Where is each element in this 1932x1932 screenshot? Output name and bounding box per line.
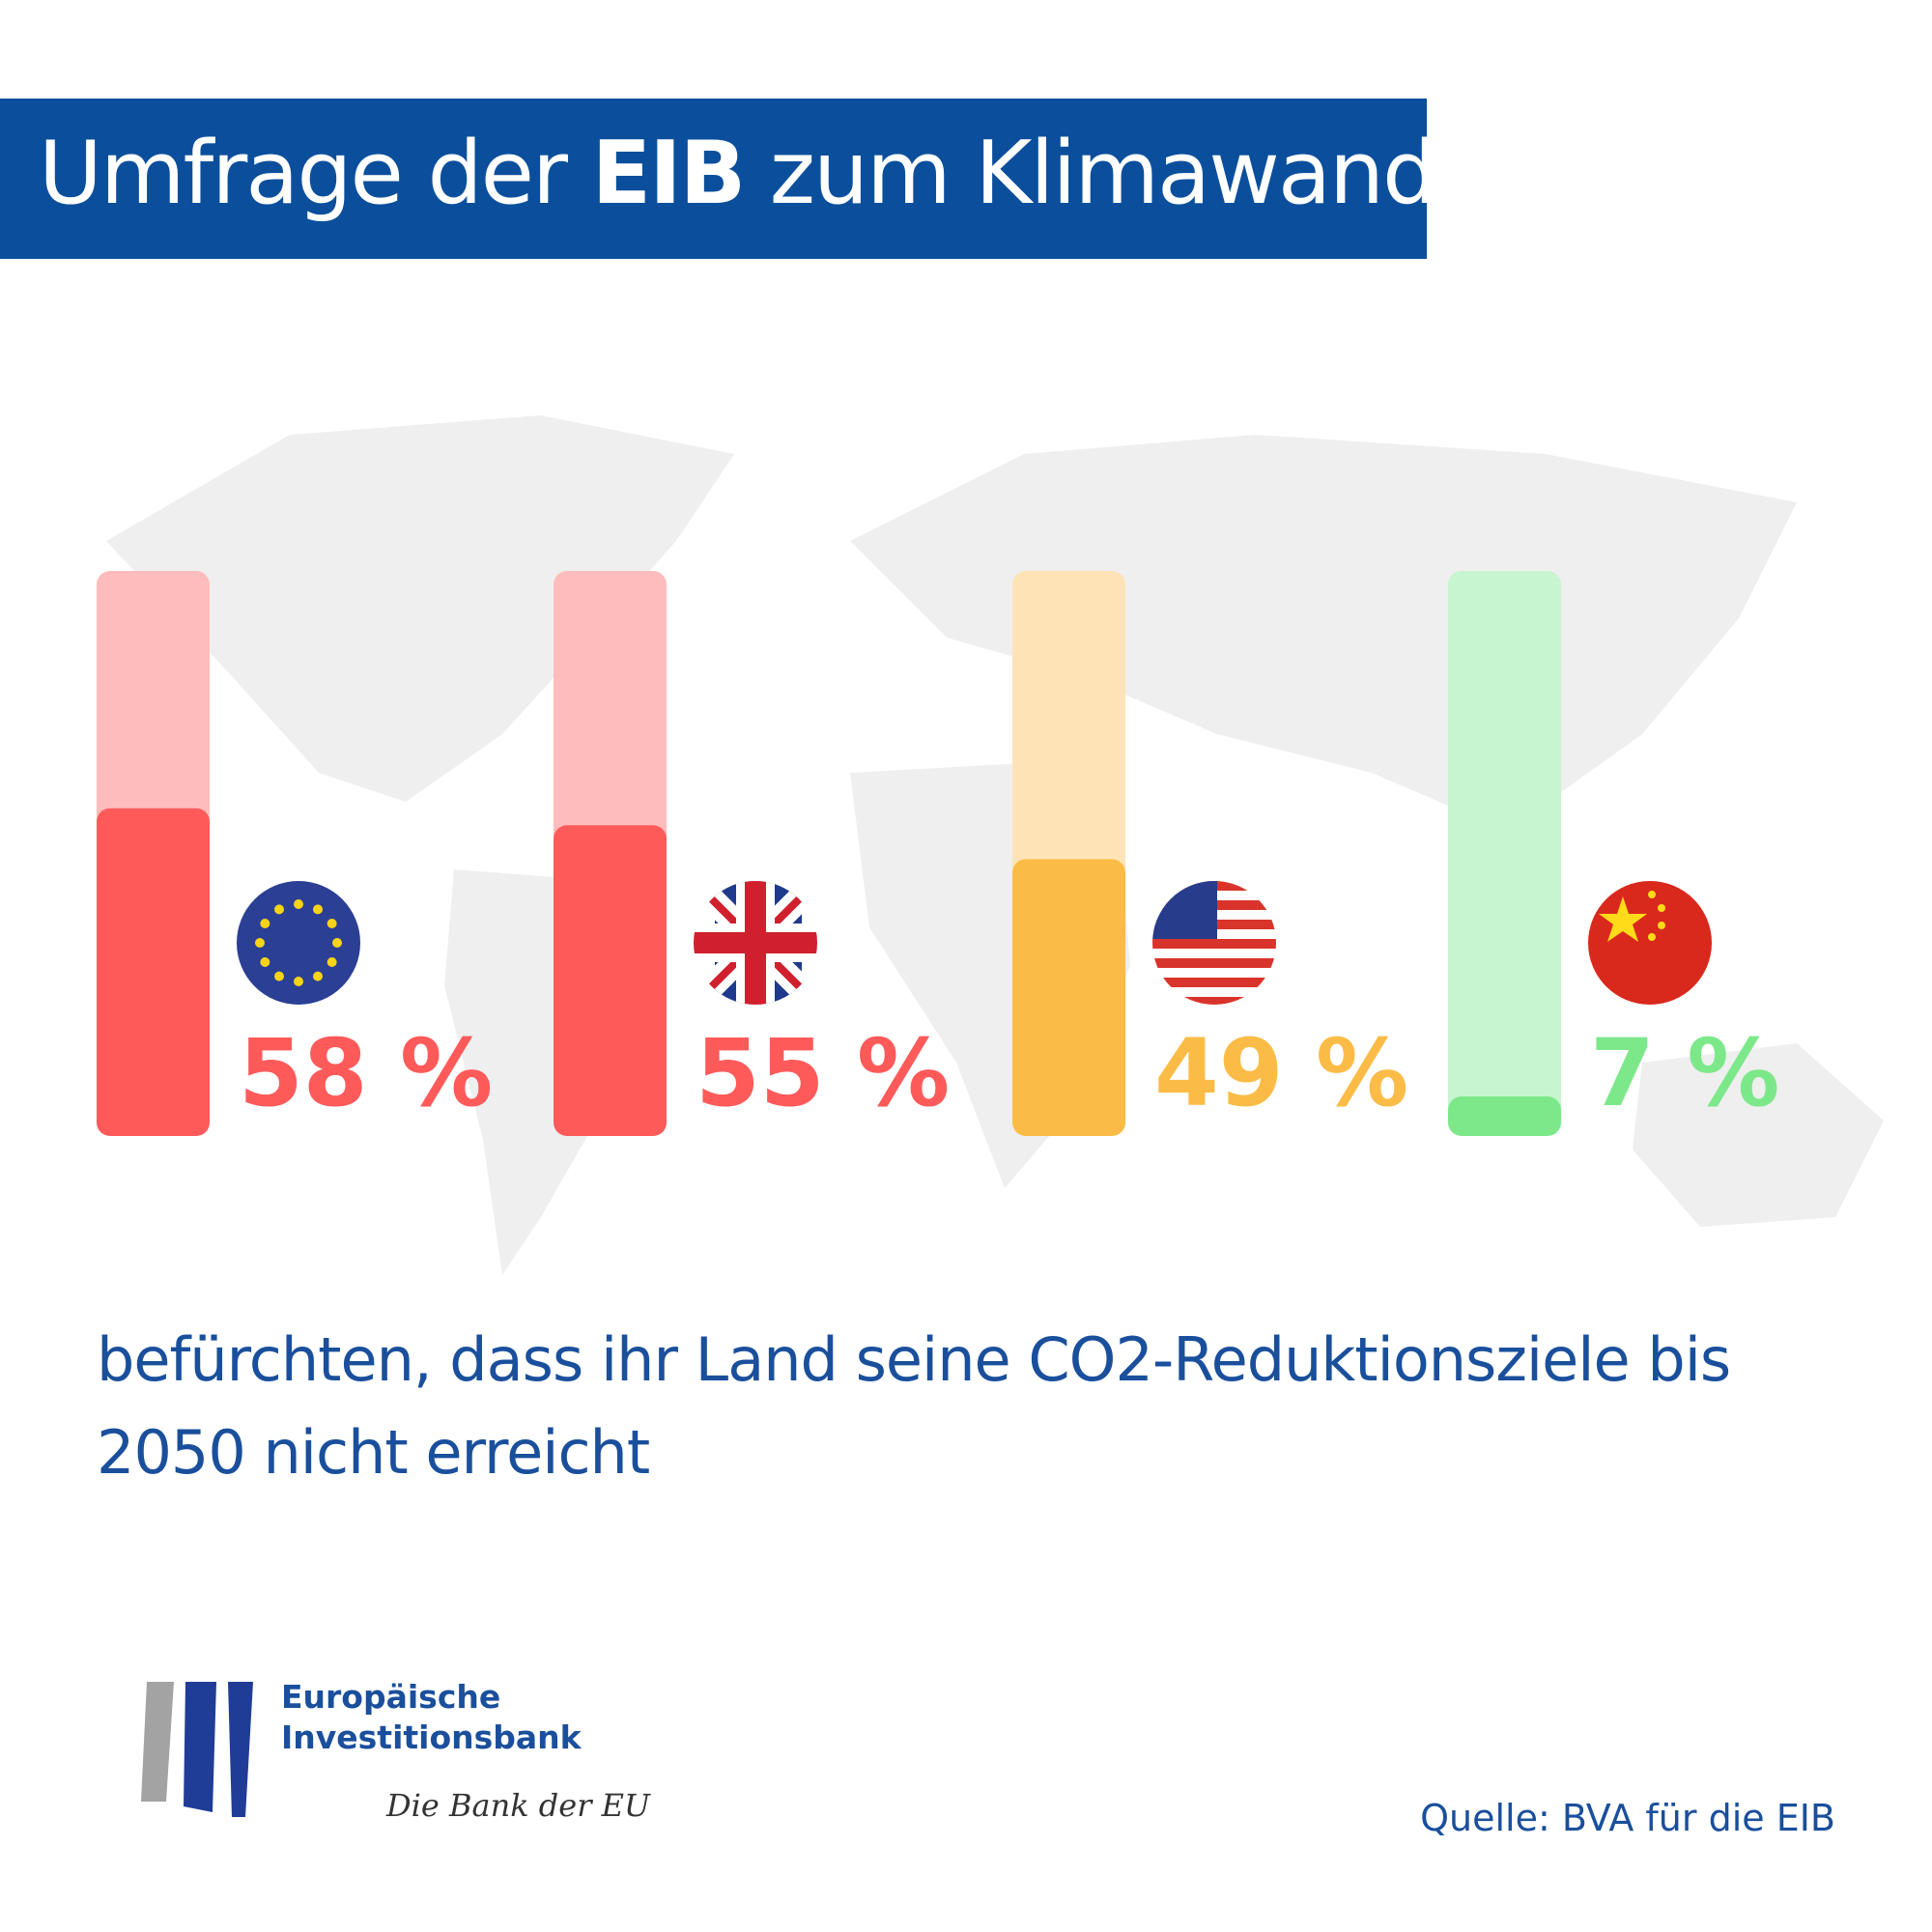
logo-line: Investitionsbank xyxy=(281,1719,582,1756)
title-bar xyxy=(0,99,1427,259)
eu-star xyxy=(274,904,284,915)
eu-star xyxy=(332,938,342,948)
flag-us xyxy=(1152,881,1276,1005)
value-label: 7 % xyxy=(1590,1019,1779,1127)
eu-star xyxy=(255,938,265,948)
value-label: 58 % xyxy=(239,1019,493,1127)
value-label: 55 % xyxy=(696,1019,950,1127)
eu-star xyxy=(260,957,270,967)
eu-star xyxy=(294,977,303,986)
logo-line: Europäische xyxy=(281,1678,500,1716)
flag-uk xyxy=(694,881,817,1005)
logo xyxy=(141,1682,253,1817)
subtitle-box: befürchten, dass ihr Land seine CO2-Redu… xyxy=(97,1324,1731,1488)
source: Quelle: BVA für die EIB xyxy=(1420,1797,1835,1839)
eu-star xyxy=(294,899,303,909)
title-part: Umfrage der xyxy=(39,123,568,224)
flag-eu xyxy=(237,881,360,1005)
value-label: 49 % xyxy=(1154,1019,1408,1127)
subtitle: befürchten, dass ihr Land seine CO2-Redu… xyxy=(97,1324,1731,1488)
eu-star xyxy=(274,971,284,981)
bar xyxy=(1012,859,1125,1136)
eu-star xyxy=(313,904,323,915)
world-map xyxy=(106,415,1884,1275)
eu-star xyxy=(327,957,337,967)
eu-star xyxy=(327,919,337,928)
logo-tagline: Die Bank der EU xyxy=(385,1787,651,1824)
eu-star xyxy=(313,971,323,981)
bar-track xyxy=(1448,571,1561,1136)
title-part: EIB xyxy=(592,123,745,224)
title-part: zum Klimawandel xyxy=(770,123,1510,224)
bar xyxy=(1448,1096,1561,1136)
flag-cn xyxy=(1588,881,1712,1005)
eu-star xyxy=(260,919,270,928)
title: Umfrage der EIB zum Klimawandel xyxy=(39,123,1510,224)
bar xyxy=(97,808,210,1136)
bar xyxy=(554,825,667,1136)
